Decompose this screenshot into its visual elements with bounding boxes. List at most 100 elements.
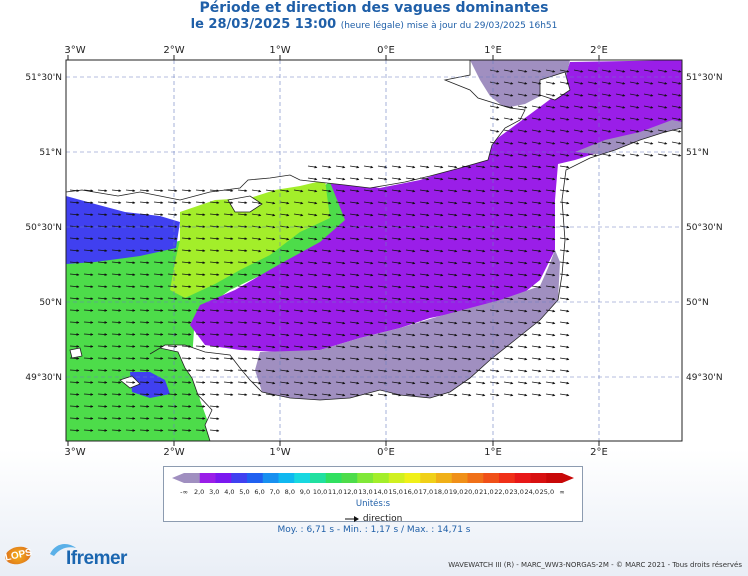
wave-direction-arrow xyxy=(405,345,416,349)
wave-direction-arrow xyxy=(237,285,248,289)
wave-direction-arrow xyxy=(265,273,276,277)
wave-direction-arrow xyxy=(251,321,262,325)
wave-direction-arrow xyxy=(321,381,332,385)
legend-color-cell xyxy=(514,473,531,483)
wave-direction-arrow xyxy=(251,393,262,397)
wave-direction-arrow xyxy=(223,225,234,229)
wave-direction-arrow xyxy=(405,393,416,397)
wave-direction-arrow xyxy=(111,381,122,384)
wave-direction-arrow xyxy=(545,321,556,325)
wave-direction-arrow xyxy=(97,369,108,372)
wave-direction-arrow xyxy=(559,165,570,169)
wave-direction-arrow xyxy=(517,249,528,253)
wave-direction-arrow xyxy=(475,177,486,181)
legend-tick-label: 8,0 xyxy=(285,488,295,496)
wave-direction-arrow xyxy=(153,381,164,384)
wave-direction-arrow xyxy=(321,393,332,397)
wave-direction-arrow xyxy=(97,309,108,312)
legend-color-cell xyxy=(546,473,563,483)
wave-direction-arrow xyxy=(209,297,220,301)
wave-direction-arrow xyxy=(531,345,542,349)
wave-direction-arrow xyxy=(615,105,626,109)
wave-direction-arrow xyxy=(391,345,402,349)
wave-direction-arrow xyxy=(559,261,570,265)
wave-direction-arrow xyxy=(391,249,402,253)
wave-direction-arrow xyxy=(153,393,164,396)
wave-direction-arrow xyxy=(181,321,192,324)
wave-direction-arrow xyxy=(391,297,402,301)
wave-direction-arrow xyxy=(251,381,262,385)
legend-tick-label: 24,0 xyxy=(525,488,539,496)
wave-direction-arrow xyxy=(531,165,542,169)
lon-label-top: 3°W xyxy=(64,45,85,56)
wave-direction-arrow xyxy=(433,297,444,301)
wave-direction-arrow xyxy=(223,345,234,349)
wave-direction-arrow xyxy=(69,189,80,193)
wave-direction-arrow xyxy=(503,321,514,325)
wave-direction-arrow xyxy=(433,393,444,397)
wave-direction-arrow xyxy=(489,393,500,397)
wave-direction-arrow xyxy=(209,201,220,205)
wave-direction-arrow xyxy=(125,393,136,396)
wave-direction-arrow xyxy=(69,369,80,372)
wave-direction-arrow xyxy=(97,189,108,193)
direction-label: direction xyxy=(362,514,403,524)
wave-direction-arrow xyxy=(573,81,584,85)
lat-label-left: 49°30'N xyxy=(25,373,62,383)
wave-direction-arrow xyxy=(489,117,500,121)
wave-direction-arrow xyxy=(209,189,220,193)
wave-direction-arrow xyxy=(111,237,122,241)
wave-direction-arrow xyxy=(517,153,528,157)
wave-direction-arrow xyxy=(209,237,220,241)
wave-direction-arrow xyxy=(419,333,430,337)
wave-direction-arrow xyxy=(433,321,444,325)
wave-direction-arrow xyxy=(587,69,598,73)
wave-direction-arrow xyxy=(265,249,276,253)
wave-direction-arrow xyxy=(517,213,528,217)
legend-tick-label: 10,0 xyxy=(313,488,327,496)
wave-direction-arrow xyxy=(349,237,360,241)
wave-direction-arrow xyxy=(559,309,570,313)
wave-direction-arrow xyxy=(83,321,94,324)
wave-direction-arrow xyxy=(419,237,430,241)
legend-arrow-low xyxy=(172,473,184,483)
wave-direction-arrow xyxy=(111,333,122,336)
wave-direction-arrow xyxy=(433,213,444,217)
wave-direction-arrow xyxy=(447,237,458,241)
wave-direction-arrow xyxy=(83,357,94,360)
wave-direction-arrow xyxy=(167,225,178,229)
wave-direction-arrow xyxy=(461,273,472,277)
wave-direction-arrow xyxy=(503,177,514,181)
wave-direction-arrow xyxy=(111,417,122,420)
wave-direction-arrow xyxy=(265,345,276,349)
wave-direction-arrow xyxy=(643,105,654,109)
wave-direction-arrow xyxy=(657,129,668,133)
wave-direction-arrow xyxy=(517,141,528,145)
wave-direction-arrow xyxy=(125,333,136,336)
lat-label-left: 50°N xyxy=(39,298,62,308)
wave-direction-arrow xyxy=(111,285,122,289)
wave-direction-arrow xyxy=(209,405,220,409)
wave-direction-arrow xyxy=(461,357,472,361)
wave-direction-arrow xyxy=(139,345,150,348)
wave-direction-arrow xyxy=(503,333,514,337)
legend-tick-label: 21,0 xyxy=(479,488,493,496)
wave-direction-arrow xyxy=(363,393,374,397)
wave-direction-arrow xyxy=(69,237,80,241)
wave-direction-arrow xyxy=(293,237,304,241)
wave-direction-arrow xyxy=(503,117,514,121)
wave-direction-arrow xyxy=(195,417,206,420)
wave-direction-arrow xyxy=(307,297,318,301)
wave-direction-arrow xyxy=(111,213,122,217)
wave-direction-arrow xyxy=(181,213,192,217)
wave-direction-arrow xyxy=(293,201,304,205)
wave-direction-arrow xyxy=(447,381,458,385)
wave-direction-arrow xyxy=(153,237,164,241)
wave-direction-arrow xyxy=(391,357,402,361)
wave-direction-arrow xyxy=(195,393,206,396)
wave-direction-arrow xyxy=(293,189,304,193)
wave-direction-arrow xyxy=(83,405,94,408)
wave-direction-arrow xyxy=(69,429,80,432)
wave-direction-arrow xyxy=(195,369,206,372)
wave-direction-arrow xyxy=(405,321,416,325)
